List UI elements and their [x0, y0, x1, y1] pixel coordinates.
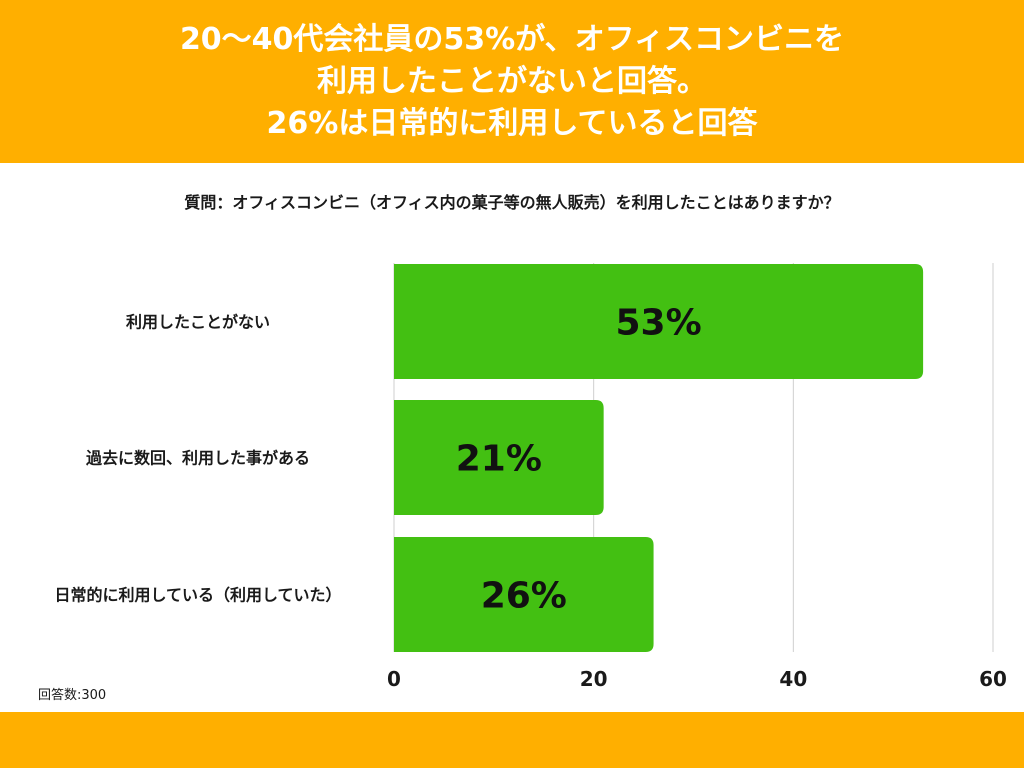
x-tick-label-40: 40 — [779, 667, 807, 691]
bar-3 — [394, 537, 654, 652]
bar-1 — [394, 264, 924, 379]
bar-value-label-1: 53% — [615, 303, 701, 344]
bar-value-label-2: 21% — [456, 439, 542, 480]
bar-2 — [394, 400, 604, 515]
x-tick-label-20: 20 — [580, 667, 608, 691]
survey-question: 質問：オフィスコンビニ（オフィス内の菓子等の無人販売）を利用したことはありますか… — [184, 193, 840, 212]
bar-chart: 0 20 40 60 53% 利用したことがない 21% 過去に数回、利用した事がある 26% 日… — [54, 263, 1007, 691]
x-tick-label-60: 60 — [979, 667, 1007, 691]
category-label-1: 利用したことがない — [126, 313, 270, 332]
respondent-count: 回答数:300 — [38, 688, 107, 703]
headline-line-1: 20〜40代会社員の53%が、オフィスコンビニを — [179, 21, 845, 57]
category-label-2: 過去に数回、利用した事がある — [85, 449, 310, 468]
x-tick-label-0: 0 — [387, 667, 401, 691]
bar-value-label-3: 26% — [481, 576, 567, 617]
headline-line-3: 26%は日常的に利用していると回答 — [266, 105, 758, 141]
headline-line-2: 利用したことがないと回答。 — [317, 63, 707, 99]
category-label-3: 日常的に利用している（利用していた） — [54, 586, 341, 605]
headline-banner: 20〜40代会社員の53%が、オフィスコンビニを 利用したことがないと回答。 2… — [0, 0, 1024, 163]
footer-band — [0, 712, 1024, 768]
